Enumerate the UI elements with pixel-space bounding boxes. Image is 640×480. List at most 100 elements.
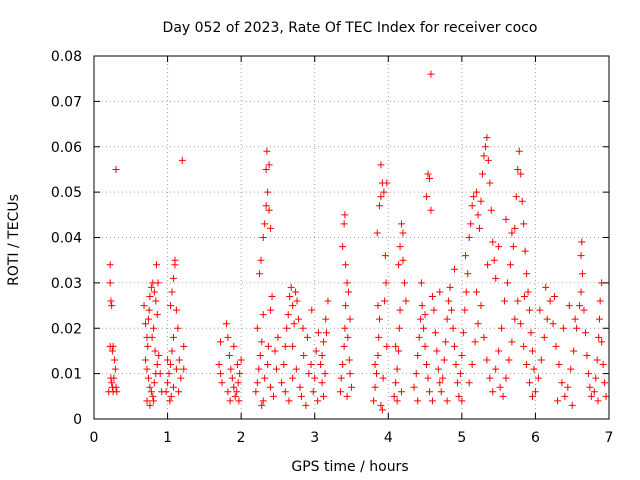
data-point <box>530 365 538 373</box>
data-point <box>108 302 116 310</box>
data-point <box>261 374 269 382</box>
y-tick-label: 0.03 <box>51 276 82 292</box>
data-point <box>154 279 162 287</box>
x-tick-label: 5 <box>457 430 466 446</box>
data-point <box>265 161 273 169</box>
data-point <box>382 279 390 287</box>
data-point <box>340 220 348 228</box>
data-point <box>440 356 448 364</box>
data-point <box>468 361 476 369</box>
grid <box>94 56 609 419</box>
data-point <box>274 333 282 341</box>
data-point <box>292 288 300 296</box>
data-point <box>400 279 408 287</box>
x-tick-label: 7 <box>605 430 614 446</box>
data-point <box>169 274 177 282</box>
data-point <box>430 306 438 314</box>
data-point <box>142 320 149 328</box>
y-tick-label: 0.01 <box>51 367 82 383</box>
data-point <box>392 342 400 350</box>
data-point <box>285 397 293 405</box>
data-point <box>149 392 157 400</box>
data-point <box>300 351 308 359</box>
data-point <box>336 388 344 396</box>
data-point <box>371 383 379 391</box>
data-point <box>424 170 432 178</box>
data-point <box>594 397 602 405</box>
data-point <box>233 388 241 396</box>
data-point <box>577 288 585 296</box>
data-point <box>112 165 120 173</box>
data-point <box>446 283 454 291</box>
data-point <box>501 297 509 305</box>
data-point <box>583 351 591 359</box>
data-point <box>167 302 175 310</box>
data-point <box>224 333 232 341</box>
data-point <box>148 333 156 341</box>
data-point <box>508 229 516 237</box>
data-point <box>559 324 567 332</box>
data-point <box>473 188 481 196</box>
data-point <box>343 279 351 287</box>
data-point <box>534 374 542 382</box>
data-point <box>477 197 485 205</box>
data-point <box>299 324 307 332</box>
x-tick-label: 3 <box>310 430 319 446</box>
data-point <box>434 365 442 373</box>
data-point <box>561 392 569 400</box>
x-tick-label: 6 <box>531 430 540 446</box>
data-point <box>147 283 155 291</box>
data-point <box>286 292 294 300</box>
data-point <box>374 351 382 359</box>
data-point <box>412 370 420 378</box>
data-point <box>390 392 398 400</box>
data-point <box>227 365 235 373</box>
data-point <box>345 356 353 364</box>
data-point <box>373 229 381 237</box>
data-point <box>177 374 185 382</box>
data-point <box>515 147 523 155</box>
data-point <box>340 342 348 350</box>
data-point <box>461 306 469 314</box>
data-point <box>546 297 554 305</box>
data-point <box>417 279 425 287</box>
data-point <box>498 324 506 332</box>
data-point <box>259 397 267 405</box>
data-point <box>402 297 410 305</box>
data-point <box>414 397 422 405</box>
data-point <box>320 392 328 400</box>
data-point <box>590 388 598 396</box>
data-point <box>505 356 513 364</box>
data-point <box>346 370 354 378</box>
data-point <box>146 383 154 391</box>
data-point <box>342 302 350 310</box>
data-point <box>180 342 188 350</box>
data-point <box>278 379 286 387</box>
data-point <box>451 342 458 350</box>
x-tick-label: 2 <box>237 430 246 446</box>
data-point <box>172 365 180 373</box>
data-point <box>587 392 595 400</box>
data-point <box>445 297 453 305</box>
data-point <box>578 238 586 246</box>
data-point <box>259 311 267 319</box>
data-point <box>317 361 325 369</box>
data-point <box>110 374 118 382</box>
data-point <box>373 370 381 378</box>
data-point <box>484 156 492 164</box>
data-point <box>264 342 272 350</box>
data-point <box>226 397 234 405</box>
data-point <box>143 397 151 405</box>
data-point <box>252 388 260 396</box>
data-point <box>309 388 317 396</box>
data-point <box>520 220 528 228</box>
data-point <box>484 261 492 269</box>
data-point <box>443 315 451 323</box>
data-point <box>107 297 115 305</box>
data-point <box>307 361 315 369</box>
data-point <box>109 342 117 350</box>
data-point <box>417 315 425 323</box>
data-point <box>321 370 329 378</box>
data-point <box>217 338 225 346</box>
data-point <box>144 342 152 350</box>
